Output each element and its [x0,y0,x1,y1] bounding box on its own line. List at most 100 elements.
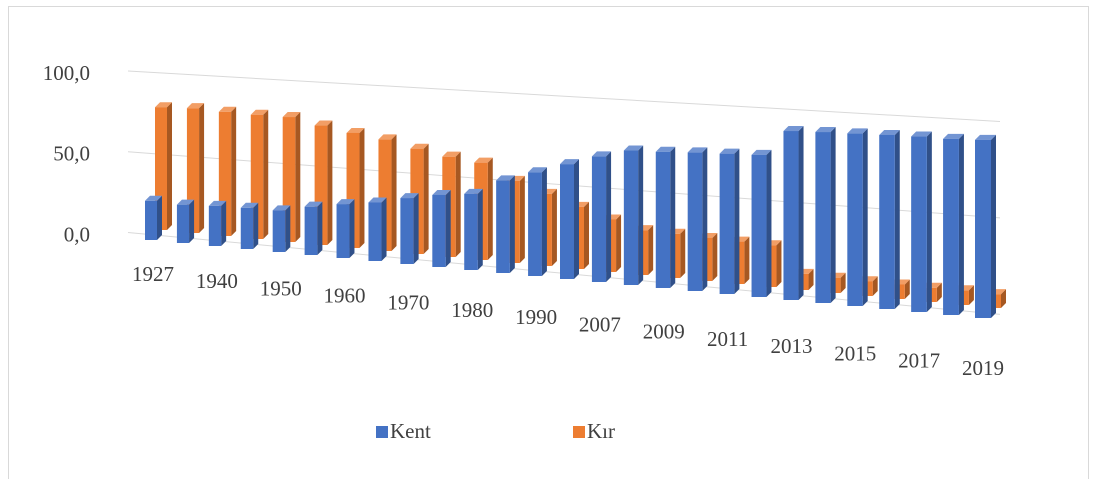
bar [751,154,767,297]
bar-top [155,102,172,108]
bar [464,193,478,270]
bar-side [221,200,227,246]
bar-top [272,205,291,211]
bar-side [199,103,205,233]
x-tick-label: 2009 [643,320,685,344]
bar-top [815,127,836,133]
bar-side [253,202,259,249]
bar [304,206,318,255]
bar-top [336,199,355,205]
x-tick-label: 1980 [451,298,493,322]
bar [368,202,382,261]
bar-top [145,195,162,201]
x-tick-label: 1950 [260,276,302,300]
bar-top [304,201,323,207]
bar-top [176,199,195,205]
bar-side [455,151,461,257]
x-tick-label: 1970 [387,291,429,315]
bar-top [208,200,227,206]
bar-top [528,167,547,173]
bar [560,164,574,279]
bar-top [943,133,964,139]
bar-side [381,197,387,261]
bar-top [879,129,900,135]
x-tick-label: 2013 [770,334,812,358]
y-tick-label: 100,0 [43,61,90,85]
legend-label: Kent [390,419,431,443]
bar-side [285,205,291,252]
bar-side [574,159,579,279]
bar [655,151,671,288]
bar-top [432,189,451,195]
bar-side [519,175,525,263]
bar [432,194,446,267]
chart-frame [8,6,1089,479]
bar-side [840,272,846,293]
bar-side [744,236,750,284]
bar [336,204,350,258]
bar-side [798,126,804,300]
bar-top [378,134,397,140]
bar-side [872,276,878,296]
bar [687,152,703,291]
bar-side [231,106,237,236]
x-tick-label: 1927 [132,262,174,286]
bar-side [958,133,964,315]
bar-top [975,134,996,140]
bar-side [263,109,269,239]
bar [528,172,542,276]
bar [400,198,414,264]
x-tick-label: 2011 [707,327,748,351]
bar-top [783,126,804,132]
bar [783,131,799,300]
legend-swatch [376,426,388,438]
bar [879,134,895,309]
bar [815,132,831,303]
bar-side [445,189,451,267]
legend-swatch [573,426,585,438]
bar-side [167,102,172,230]
bar [847,133,863,306]
bar-side [991,134,996,318]
x-tick-label: 1940 [196,269,238,293]
x-tick-label: 1990 [515,305,557,329]
bar-side [968,285,974,305]
bar-side [862,128,868,306]
bar-side [894,129,900,309]
bar-top [474,157,493,163]
x-tick-label: 2015 [834,341,876,365]
bar-top [346,127,365,133]
bar-top [186,103,205,109]
bar [911,136,927,312]
x-tick-label: 1960 [324,284,366,308]
bar-side [670,146,676,288]
bar-top [496,175,515,181]
bar [272,210,286,252]
bar-side [584,201,589,269]
bar-top [847,128,868,134]
bar-side [477,188,483,270]
bar-side [616,214,622,272]
bar-top [410,143,429,149]
bar-side [423,143,429,254]
bar [145,200,157,240]
bar-side [808,268,814,290]
y-tick-label: 50,0 [53,142,90,166]
bar-side [541,167,547,276]
bar-side [638,145,644,285]
bar-side [936,282,942,302]
bar-side [734,148,740,294]
bar [176,204,190,243]
bar-side [776,240,782,287]
bar-top [591,151,612,157]
bar-side [606,151,612,282]
bar [623,150,639,285]
bar-side [648,225,654,275]
bar-top [464,188,483,194]
bar-top [314,120,333,126]
bar-top [250,109,269,115]
bar-side [487,157,493,260]
bar-side [926,131,932,312]
bar-side [551,188,557,266]
